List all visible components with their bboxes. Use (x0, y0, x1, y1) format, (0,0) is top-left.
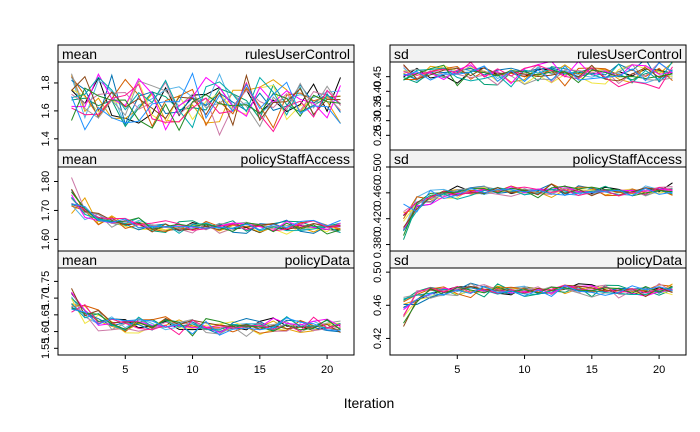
strip-stat-label: mean (62, 46, 97, 62)
y-tick-label: 1.80 (40, 171, 52, 192)
y-tick-label: 1.4 (40, 131, 52, 146)
y-tick-label: 1.60 (40, 229, 52, 250)
strip-variable-label: policyData (617, 252, 683, 268)
x-tick-label: 5 (454, 364, 460, 376)
chain-line (71, 87, 341, 132)
y-tick-label: 0.460 (372, 179, 384, 207)
chain-line (403, 182, 673, 217)
panel-sd-rulesUserControl: sd rulesUserControl 0.250.300.350.400.45 (372, 44, 687, 151)
traces (403, 182, 673, 240)
y-tick-label: 1.60 (40, 321, 52, 342)
chain-line (403, 62, 673, 89)
strip-variable-label: rulesUserControl (577, 46, 682, 62)
strip-variable-label: policyStaffAccess (241, 151, 350, 167)
y-tick-label: 1.75 (40, 271, 52, 292)
chain-line (403, 285, 673, 324)
panel-mean-rulesUserControl: mean rulesUserControl 1.4 1.6 1.8 (40, 44, 355, 151)
chain-line (71, 303, 341, 336)
x-axis-label: Iteration (344, 395, 395, 411)
chain-line (71, 307, 341, 337)
y-tick-label: 0.35 (372, 95, 384, 116)
y-tick-label: 0.40 (372, 81, 384, 102)
panel-border (389, 267, 687, 356)
y-tick-label: 0.45 (372, 66, 384, 87)
x-tick-label: 10 (186, 364, 198, 376)
strip-stat-label: mean (62, 151, 97, 167)
chain-line (403, 62, 673, 85)
panel-mean-policyData: mean policyData 1.551.601.651.701.75 5 10 15 2… (40, 250, 355, 376)
chain-line (403, 284, 673, 309)
y-tick-label: 1.70 (40, 287, 52, 308)
y-tick-label: 0.30 (372, 110, 384, 131)
strip-stat-label: sd (394, 46, 409, 62)
panel-border (389, 166, 687, 252)
chain-line (71, 308, 341, 336)
y-tick-label: 0.46 (372, 295, 384, 316)
y-tick-label: 1.55 (40, 338, 52, 359)
y-tick-label: 1.70 (40, 200, 52, 221)
y-tick-label: 1.6 (40, 103, 52, 118)
y-tick-label: 0.42 (372, 328, 384, 349)
y-tick-label: 1.65 (40, 304, 52, 325)
chain-line (71, 73, 341, 128)
traces (403, 282, 673, 327)
chain-line (71, 72, 341, 131)
chain-line (403, 284, 673, 316)
x-tick-label: 20 (653, 364, 665, 376)
chain-line (71, 203, 341, 231)
strip-stat-label: mean (62, 252, 97, 268)
strip-stat-label: sd (394, 252, 409, 268)
y-tick-label: 0.500 (372, 153, 384, 181)
x-tick-label: 5 (122, 364, 128, 376)
traces (403, 62, 673, 89)
y-tick-label: 0.25 (372, 125, 384, 146)
y-tick-label: 0.420 (372, 205, 384, 233)
traces (71, 177, 341, 235)
x-tick-label: 10 (518, 364, 530, 376)
panel-border (57, 166, 355, 252)
x-tick-label: 15 (254, 364, 266, 376)
x-tick-label: 15 (586, 364, 598, 376)
panel-border (57, 267, 355, 356)
y-tick-label: 0.380 (372, 231, 384, 259)
strip-stat-label: sd (394, 151, 409, 167)
y-tick-label: 0.50 (372, 261, 384, 282)
panel-mean-policyStaffAccess: mean policyStaffAccess 1.60 1.70 1.80 (40, 149, 355, 252)
chain-line (403, 285, 673, 311)
strip-variable-label: rulesUserControl (245, 46, 350, 62)
chain-line (403, 187, 673, 213)
x-tick-label: 20 (321, 364, 333, 376)
chain-line (403, 64, 673, 87)
panel-sd-policyData: sd policyData 0.42 0.46 0.50 5 10 15 20 (372, 250, 687, 376)
traces (71, 288, 341, 338)
chain-line (71, 303, 341, 332)
panels-layer: mean rulesUserControl 1.4 1.6 1.8 sd rulesUser… (40, 44, 687, 376)
strip-variable-label: policyData (285, 252, 351, 268)
chain-line (71, 76, 341, 129)
traces (71, 72, 341, 137)
y-tick-label: 1.8 (40, 75, 52, 90)
strip-variable-label: policyStaffAccess (573, 151, 682, 167)
chain-line (71, 303, 341, 332)
chain-line (403, 62, 673, 82)
